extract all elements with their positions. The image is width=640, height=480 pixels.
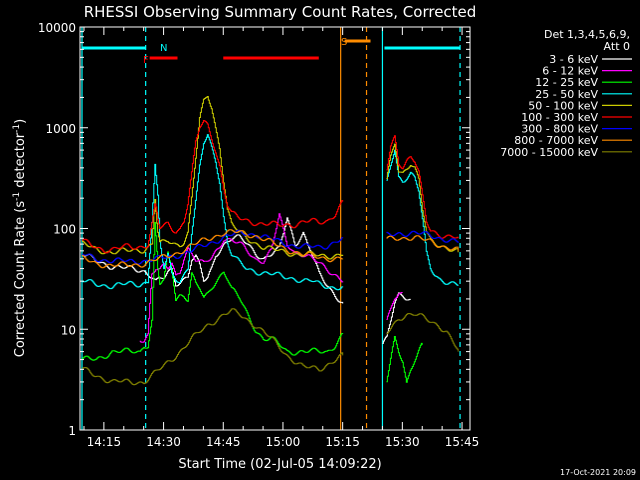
legend-label: 7000 - 15000 keV	[500, 146, 598, 159]
render-timestamp: 17-Oct-2021 20:09	[560, 468, 636, 477]
series-line	[82, 229, 344, 269]
legend-header-line1: Det 1,3,4,5,6,9,	[544, 28, 630, 41]
series-line	[82, 222, 344, 361]
flag-bars: N F S	[81, 37, 461, 66]
series-line	[82, 120, 344, 254]
series-line	[386, 235, 459, 251]
series-line	[82, 229, 344, 265]
flag-label-s: S	[341, 37, 347, 48]
series-line	[386, 143, 459, 253]
flag-label-f: F	[143, 55, 149, 66]
legend-label: 50 - 100 keV	[528, 99, 598, 112]
legend-label: 300 - 800 keV	[521, 123, 598, 136]
series-lines	[82, 96, 459, 386]
legend-label: 6 - 12 keV	[542, 65, 598, 78]
legend-label: 100 - 300 keV	[521, 111, 598, 124]
x-axis-label: Start Time (02-Jul-05 14:09:22)	[178, 457, 381, 472]
y-axis-label-mid: detector	[13, 132, 28, 192]
vertical-markers	[81, 27, 461, 430]
series-line	[82, 308, 344, 386]
y-axis-label-end: )	[13, 119, 28, 124]
x-tick-label: 14:30	[146, 435, 181, 449]
series-line	[382, 292, 411, 344]
series-line	[82, 217, 344, 304]
chart-title: RHESSI Observing Summary Count Rates, Co…	[84, 3, 477, 21]
x-tick-label: 14:45	[206, 435, 241, 449]
y-axis-label-main: Corrected Count Rate (s	[13, 201, 28, 358]
y-tick-label: 1	[68, 424, 76, 438]
y-tick-label: 100	[53, 223, 76, 237]
series-line	[82, 96, 344, 260]
legend-label: 25 - 50 keV	[535, 88, 598, 101]
series-line	[386, 292, 403, 320]
y-tick-label: 1000	[45, 122, 76, 136]
y-tick-label: 10	[61, 323, 76, 337]
series-line	[82, 134, 344, 291]
y-axis-label-sup1: -1	[12, 192, 22, 201]
y-axis-label-sup2: -1	[12, 124, 22, 133]
legend-label: 12 - 25 keV	[535, 76, 598, 89]
legend-label: 800 - 7000 keV	[514, 134, 598, 147]
series-line	[386, 230, 459, 243]
x-tick-label: 15:15	[325, 435, 360, 449]
series-line	[139, 213, 344, 343]
series-line	[386, 135, 459, 239]
y-axis-label: Corrected Count Rate (s-1 detector-1)	[12, 119, 28, 357]
series-line	[386, 336, 423, 383]
x-tick-label: 15:00	[266, 435, 301, 449]
axes: 1 10 100 1000 10000 14:15 14:30 14:45 15:00 15:15…	[38, 21, 480, 449]
x-tick-label: 15:30	[385, 435, 420, 449]
x-tick-label: 14:15	[87, 435, 122, 449]
series-line	[386, 149, 459, 286]
x-tick-label: 15:45	[445, 435, 480, 449]
legend-label: 3 - 6 keV	[549, 53, 598, 66]
legend-header-line2: Att 0	[604, 40, 630, 53]
series-line	[386, 313, 459, 352]
y-tick-label: 10000	[38, 21, 76, 35]
flag-label-n: N	[160, 43, 167, 54]
